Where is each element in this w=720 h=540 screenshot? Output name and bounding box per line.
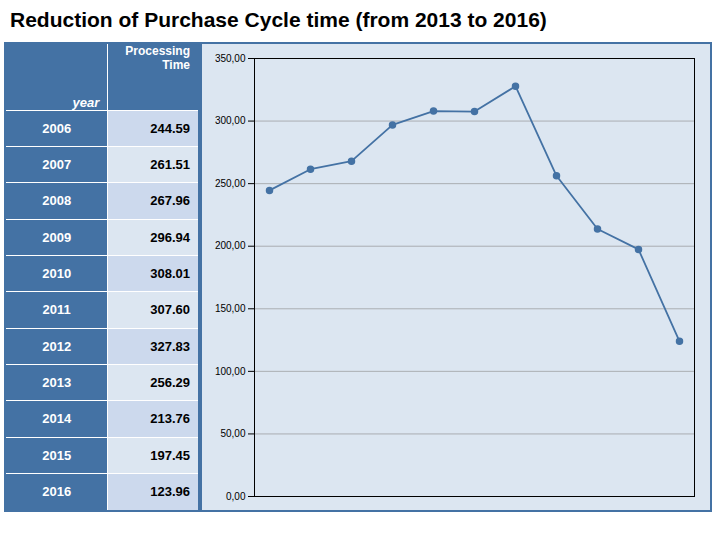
html-text:296.94: 296.94 [150, 229, 190, 245]
html-text:2015: 2015 [42, 447, 72, 463]
html-text:308.01: 308.01 [150, 266, 190, 282]
svg-text:200,00: 200,00 [215, 240, 246, 251]
svg-text:300,00: 300,00 [215, 115, 246, 126]
html-text:Processing Time: Processing Time [125, 44, 190, 72]
html-text:2012: 2012 [42, 338, 72, 354]
html-text:307.60: 307.60 [150, 302, 190, 318]
svg-text:150,00: 150,00 [215, 303, 246, 314]
html-text:123.96: 123.96 [150, 484, 190, 500]
svg-text:250,00: 250,00 [215, 178, 246, 189]
html-text:197.45: 197.45 [150, 447, 190, 463]
svg-text:350,00: 350,00 [215, 53, 246, 64]
html-text:2016: 2016 [42, 484, 72, 500]
html-text:261.51: 261.51 [150, 157, 190, 172]
svg-text:50,00: 50,00 [220, 428, 245, 439]
svg-text:100,00: 100,00 [215, 366, 246, 377]
svg-text:0,00: 0,00 [226, 491, 246, 502]
html-text:213.76: 213.76 [150, 411, 190, 427]
html-text:2007: 2007 [42, 157, 72, 172]
html-text:244.59: 244.59 [150, 120, 190, 136]
html-text:327.83: 327.83 [150, 338, 190, 354]
html-text:2008: 2008 [42, 193, 72, 209]
html-text:267.96: 267.96 [150, 193, 190, 209]
html-text:2009: 2009 [42, 229, 72, 245]
html-text:256.29: 256.29 [150, 375, 190, 391]
html-text:2013: 2013 [42, 375, 72, 391]
html-text:2006: 2006 [42, 120, 72, 136]
html-text:Reduction of Purchase Cycle ti: Reduction of Purchase Cycle time (from 2… [10, 8, 547, 31]
html-text:2010: 2010 [42, 266, 72, 282]
html-text:2014: 2014 [42, 411, 72, 427]
html-text:2011: 2011 [42, 302, 71, 318]
html-text:year: year [72, 94, 100, 110]
